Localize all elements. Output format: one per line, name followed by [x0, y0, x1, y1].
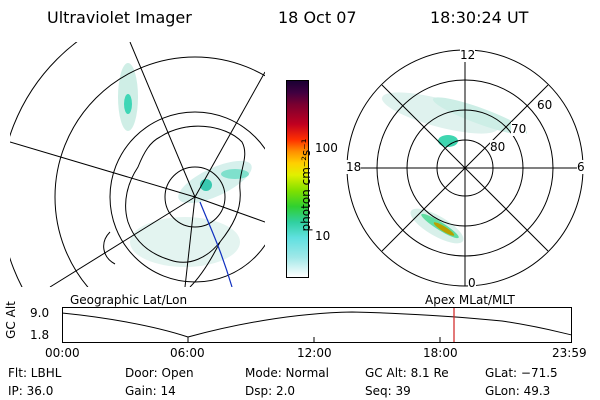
colorbar-unit-label: photon cm⁻²s⁻¹: [299, 138, 313, 232]
instrument-title: Ultraviolet Imager: [47, 8, 192, 27]
geographic-label: Geographic Lat/Lon: [70, 293, 188, 307]
colorbar: [286, 80, 309, 278]
ytick-1-8: 1.8: [30, 328, 50, 342]
mlt-label-18: 18: [346, 160, 362, 174]
xtick-00-00: 00:00: [45, 346, 80, 360]
aurora-oval: [381, 92, 528, 244]
altitude-ylabel: GC Alt: [3, 301, 18, 339]
mlt-label-6: 6: [577, 160, 585, 174]
mlat-label-60: 60: [537, 98, 553, 112]
colorbar-tick-10: 10: [315, 229, 331, 243]
gc-alt-info: GC Alt: 8.1 Re: [365, 366, 449, 380]
mlt-label-0: 0: [468, 276, 476, 290]
door-info: Door: Open: [125, 366, 194, 380]
dsp-info: Dsp: 2.0: [245, 384, 296, 398]
apex-label: Apex MLat/MLT: [425, 293, 515, 307]
glat-info: GLat: −71.5: [485, 366, 558, 380]
satellite-track: [199, 201, 233, 287]
time-label: 18:30:24 UT: [430, 8, 529, 27]
xtick-06-00: 06:00: [170, 346, 205, 360]
filter-info: Flt: LBHL: [8, 366, 62, 380]
xtick-12-00: 12:00: [297, 346, 332, 360]
mlat-label-70: 70: [511, 122, 527, 136]
ytick-9: 9.0: [30, 306, 50, 320]
xtick-18-00: 18:00: [423, 346, 458, 360]
aurora-emission: [118, 63, 252, 267]
mode-info: Mode: Normal: [245, 366, 329, 380]
mlat-label-80: 80: [490, 140, 506, 154]
mlt-label-12: 12: [460, 48, 476, 62]
altitude-curve: [62, 311, 572, 338]
colorbar-tick-100: 100: [315, 141, 338, 155]
ip-info: IP: 36.0: [8, 384, 54, 398]
seq-info: Seq: 39: [365, 384, 411, 398]
gain-info: Gain: 14: [125, 384, 176, 398]
altitude-timeline: [62, 307, 572, 343]
date-label: 18 Oct 07: [278, 8, 357, 27]
polar-mlat-mlt-plot: [346, 49, 584, 287]
geographic-map: [10, 42, 265, 287]
xtick-23-59: 23:59: [552, 346, 587, 360]
glon-info: GLon: 49.3: [485, 384, 551, 398]
